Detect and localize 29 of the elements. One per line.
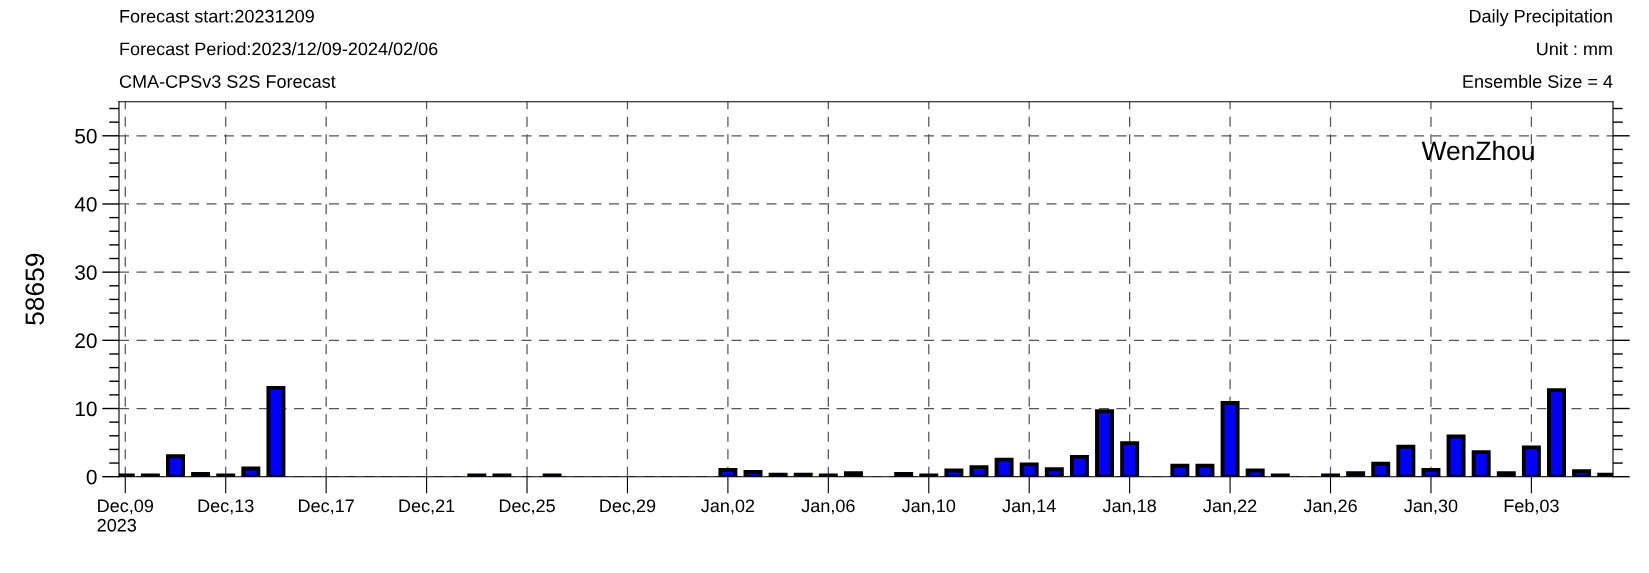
x-tick-label: Jan,10 [901,499,956,515]
annotation: WenZhou [1421,140,1534,161]
text: Ensemble Size = 4 [1463,74,1613,88]
y-tick-label: 10 [75,401,97,417]
x-tick-label: Dec,17 [299,499,354,515]
x-tick-label: Jan,06 [801,499,855,515]
x-tick-label: Feb,03 [1504,498,1559,515]
x-tick-label: Jan,02 [701,499,755,515]
x-tick-label: Dec,29 [600,499,656,515]
x-tick-label: Dec,09 2023 [97,499,154,532]
y-tick-label: 50 [75,128,97,144]
y-tick-label: 40 [74,196,97,212]
x-tick-label: Jan,30 [1404,499,1458,515]
x-tick-label: Dec,13 [198,499,254,515]
x-tick-label: Jan,18 [1102,499,1156,515]
text: CMA-CPSv3 S2S Forecast [119,75,336,88]
text: Unit : mm [1537,42,1612,56]
x-tick-label: Dec,21 [399,499,455,515]
y-tick-label: 20 [75,333,97,349]
text: Daily Precipitation [1469,9,1612,27]
x-tick-label: Jan,26 [1303,499,1357,515]
x-tick-label: Jan,22 [1203,499,1257,515]
y-tick-label: 0 [86,469,97,485]
y-tick-label: 30 [75,265,97,280]
text: Forecast start:20231209 [120,9,314,23]
text: Forecast Period:2023/12/09-2024/02/06 [120,42,438,56]
x-tick-label: Jan,14 [1002,499,1056,515]
y-axis-title: 58659 [25,253,45,325]
x-tick-label: Dec,25 [499,499,555,515]
